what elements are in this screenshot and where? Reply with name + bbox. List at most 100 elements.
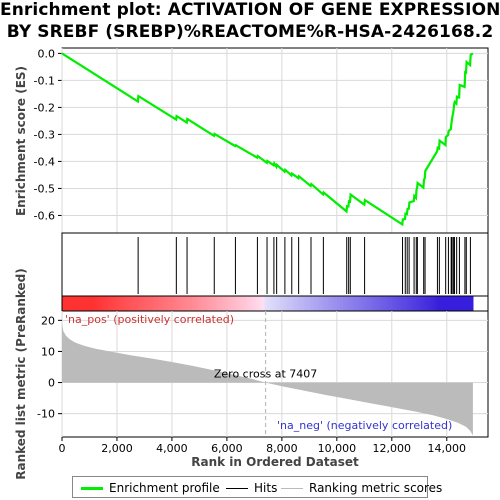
heat-cell (216, 296, 220, 311)
heat-cell (161, 296, 166, 311)
heat-cell (107, 296, 111, 311)
heat-cell (376, 296, 381, 311)
heat-cell (158, 296, 163, 311)
heat-cell (470, 296, 474, 311)
heat-cell (273, 296, 278, 311)
heat-cell (201, 296, 205, 311)
heat-cell (83, 296, 87, 311)
heat-cell (361, 296, 365, 311)
heat-cell (152, 296, 157, 311)
heat-cell (337, 296, 341, 311)
ranking-metric-area (62, 323, 473, 436)
chart-title-line-1: Enrichment plot: ACTIVATION OF GENE EXPR… (0, 0, 500, 20)
heat-cell (164, 296, 169, 311)
heat-cell (243, 296, 248, 311)
heat-cell (131, 296, 136, 311)
heat-cell (464, 296, 468, 311)
heat-cell (134, 296, 139, 311)
heat-cell (140, 296, 145, 311)
heat-cell (225, 296, 229, 311)
heat-cell (467, 296, 471, 311)
legend-label-hits: Hits (254, 481, 278, 495)
heat-cell (394, 296, 399, 311)
heat-cell (92, 296, 96, 311)
heat-cell (237, 296, 241, 311)
legend-label-enrichment: Enrichment profile (109, 481, 220, 495)
legend-item-ranking: Ranking metric scores (281, 480, 442, 496)
metric-xtick-label: 2,000 (101, 442, 133, 455)
axis-titles: Enrichment score (ES) Ranked list metric … (14, 66, 359, 480)
metric-ytick-label: -10 (37, 408, 55, 421)
ranking-heatmap-bar (61, 295, 489, 312)
heat-cell (391, 296, 396, 311)
heat-cell (261, 296, 266, 311)
heat-cell (68, 296, 72, 311)
heat-cell (267, 296, 272, 311)
es-ytick-label: -0.2 (34, 101, 55, 114)
neg-correlated-label: 'na_neg' (negatively correlated) (277, 419, 452, 432)
heat-cell (128, 296, 133, 311)
heat-cell (119, 296, 124, 311)
heat-cell (113, 296, 118, 311)
heat-cell (364, 296, 368, 311)
heat-cell (125, 296, 130, 311)
pos-correlated-label: 'na_pos' (positively correlated) (65, 313, 234, 326)
legend-item-hits: Hits (226, 480, 277, 496)
es-ylabel: Enrichment score (ES) (14, 66, 28, 216)
heat-cell (436, 296, 441, 311)
enrichment-profile-line (61, 52, 474, 227)
heat-cell (279, 296, 284, 311)
zero-cross-label: Zero cross at 7407 (214, 368, 317, 381)
heat-cell (249, 296, 254, 311)
metric-xtick-label: 6,000 (211, 442, 243, 455)
legend-item-enrichment: Enrichment profile (81, 480, 220, 496)
metric-ytick-label: 0 (48, 377, 55, 390)
heat-cell (424, 296, 429, 311)
heat-cell (451, 296, 456, 311)
heat-cell (331, 296, 335, 311)
heat-cell (240, 296, 244, 311)
heat-cell (219, 296, 223, 311)
metric-xtick-label: 0 (59, 442, 66, 455)
heat-cell (306, 296, 311, 311)
heat-cell (397, 296, 402, 311)
heat-cell (137, 296, 142, 311)
metric-xlabel: Rank in Ordered Dataset (191, 455, 359, 469)
heat-cell (458, 296, 462, 311)
heat-cell (231, 296, 235, 311)
es-panel: 0.0 -0.1 -0.2 -0.3 -0.4 -0.5 -0.6 (34, 47, 489, 234)
heat-cell (98, 296, 102, 311)
heat-cell (270, 296, 275, 311)
heat-cell (455, 296, 459, 311)
heat-cell (282, 296, 287, 311)
legend-swatch-ranking (281, 488, 303, 489)
es-ytick-label: -0.1 (34, 74, 55, 87)
heat-cell (321, 296, 326, 311)
heat-cell (406, 296, 411, 311)
heat-cell (258, 296, 263, 311)
heat-cell (315, 296, 320, 311)
metric-xtick-label: 10,000 (318, 442, 357, 455)
heat-cell (461, 296, 465, 311)
heat-cell (385, 296, 390, 311)
heat-cell (86, 296, 90, 311)
heat-cell (346, 296, 350, 311)
heat-cell (415, 296, 420, 311)
heat-cell (191, 296, 196, 311)
heat-cell (65, 296, 69, 311)
heat-cell (328, 296, 332, 311)
heat-cell (400, 296, 405, 311)
heat-cell (442, 296, 447, 311)
heat-cell (167, 296, 172, 311)
metric-ytick-label: 10 (41, 345, 55, 358)
legend-swatch-enrichment (81, 487, 103, 490)
heat-cell (294, 296, 299, 311)
heat-cell (409, 296, 414, 311)
heat-cell (285, 296, 290, 311)
heat-cell (343, 296, 347, 311)
es-ytick-label: -0.3 (34, 128, 55, 141)
heat-cell (198, 296, 202, 311)
legend-label-ranking: Ranking metric scores (309, 481, 443, 495)
es-ytick-label: 0.0 (38, 47, 56, 60)
